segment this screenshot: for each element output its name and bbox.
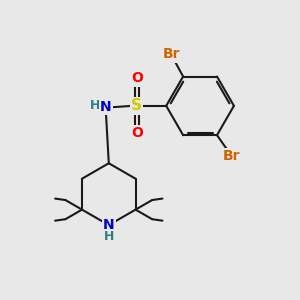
Text: O: O <box>131 71 143 85</box>
Text: S: S <box>131 98 142 113</box>
Text: N: N <box>103 218 115 232</box>
Text: H: H <box>103 230 114 243</box>
Text: O: O <box>131 126 143 140</box>
Text: Br: Br <box>163 47 181 61</box>
Text: H: H <box>89 99 100 112</box>
Text: Br: Br <box>223 149 241 164</box>
Text: N: N <box>100 100 112 114</box>
